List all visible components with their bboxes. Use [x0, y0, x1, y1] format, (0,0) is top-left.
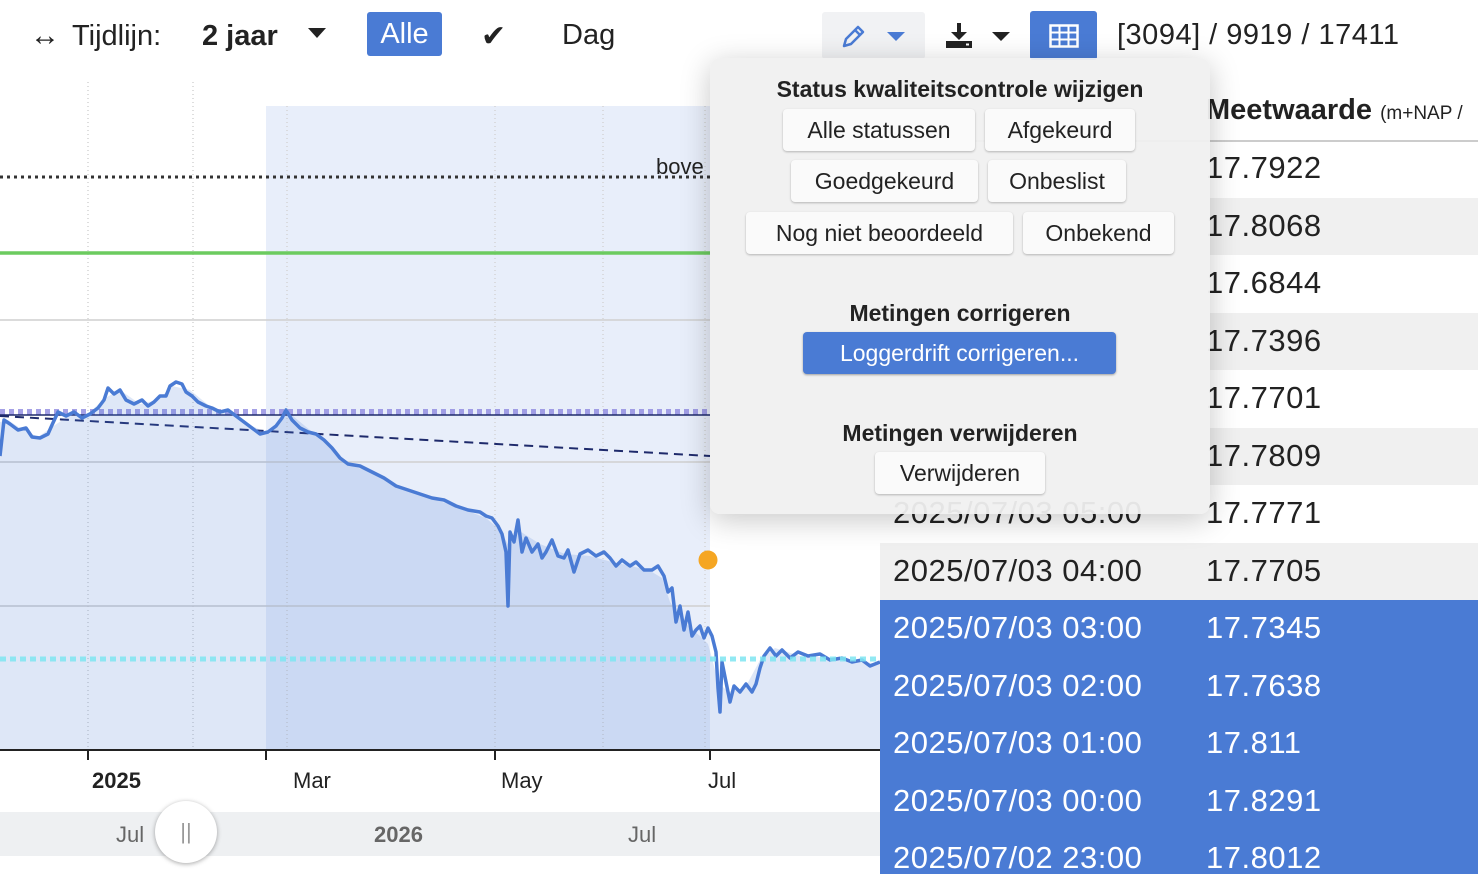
chevron-down-icon — [887, 32, 905, 41]
range-navigator[interactable] — [0, 812, 880, 856]
value-cell: 17.7809 — [1206, 437, 1322, 473]
all-statuses-button[interactable]: Alle statussen — [783, 109, 975, 151]
chart[interactable]: bove 2025 Mar May Jul — [0, 82, 880, 812]
timestamp-cell: 2025/07/03 01:00 — [893, 725, 1143, 760]
value-cell: 17.7345 — [1206, 610, 1322, 645]
timestamp-cell: 2025/07/03 03:00 — [893, 610, 1143, 645]
selection-band — [266, 106, 710, 750]
table-row[interactable]: 2025/07/03 04:00 17.7705 — [880, 542, 1478, 600]
value-cell: 17.6844 — [1206, 265, 1322, 300]
chevron-down-icon — [992, 32, 1010, 41]
table-row[interactable]: 17.6844 — [880, 255, 1478, 313]
value-cell: 17.7771 — [1206, 495, 1322, 530]
selection-counts: [3094] / 9919 / 17411 — [1117, 18, 1400, 51]
series-line — [0, 380, 880, 714]
x-tick-label: May — [501, 768, 543, 793]
x-tick-label: Jul — [708, 768, 737, 793]
logger-drift-correct-button[interactable]: Loggerdrift corrigeren... — [803, 332, 1116, 374]
status-heading: Status kwaliteitscontrole wijzigen — [776, 76, 1144, 102]
value-cell: 17.811 — [1206, 725, 1302, 760]
table-row[interactable]: 2025/07/03 01:00 17.811 — [880, 715, 1478, 773]
table-row[interactable]: 17.7701 — [880, 370, 1478, 428]
table-row[interactable]: 17.7922 — [880, 140, 1478, 198]
timeline-label: Tijdlijn: — [72, 19, 162, 52]
table-row[interactable]: 2025/07/02 23:00 17.8012 — [880, 830, 1478, 874]
timeline-range-select[interactable]: 2 jaar — [202, 19, 278, 52]
value-cell: 17.8068 — [1206, 207, 1322, 243]
trend-line — [0, 415, 711, 457]
x-tick-label: 2025 — [92, 768, 141, 793]
navigator-label: Jul — [628, 822, 657, 847]
x-tick-label: Mar — [293, 768, 331, 793]
toolbar: ↔ Tijdlijn: 2 jaar Alle ✔ Dag [3094] / 9… — [0, 0, 1478, 80]
download-dropdown-button[interactable] — [938, 12, 1018, 59]
correct-heading: Metingen corrigeren — [849, 300, 1071, 326]
value-cell: 17.7705 — [1206, 552, 1322, 588]
table-row[interactable]: 2025/07/03 00:00 17.8291 — [880, 772, 1478, 830]
edit-dropdown-menu: Status kwaliteitscontrole wijzigen Alle … — [710, 58, 1210, 514]
value-cell: 17.7922 — [1206, 150, 1322, 185]
column-unit: (m+NAP / — [1380, 103, 1463, 124]
table-toggle-button[interactable] — [1030, 11, 1097, 60]
unknown-button[interactable]: Onbekend — [1023, 212, 1174, 254]
rejected-button[interactable]: Afgekeurd — [985, 109, 1135, 151]
highlight-point — [698, 550, 718, 570]
time-series-plot[interactable] — [0, 82, 880, 812]
not-yet-assessed-button[interactable]: Nog niet beoordeeld — [746, 212, 1013, 254]
value-cell: 17.7638 — [1206, 667, 1322, 703]
timestamp-cell: 2025/07/03 00:00 — [893, 782, 1143, 818]
column-header-meetwaarde[interactable]: Meetwaarde (m+NAP / — [1206, 94, 1463, 126]
timeline-arrows-icon: ↔ — [30, 19, 60, 52]
measurement-table[interactable]: Meetwaarde (m+NAP / 17.7922 17.8068 17.6… — [880, 82, 1478, 874]
value-cell: 17.8291 — [1206, 782, 1322, 818]
edit-dropdown-button[interactable] — [822, 12, 925, 59]
value-cell: 17.8012 — [1206, 840, 1322, 874]
navigator-drag-handle[interactable]: || — [155, 801, 217, 863]
navigator-label: Jul — [116, 822, 145, 847]
approved-button[interactable]: Goedgekeurd — [791, 160, 978, 202]
threshold-label: bove — [656, 154, 704, 179]
value-cell: 17.7701 — [1206, 380, 1322, 415]
download-icon — [946, 23, 972, 48]
pencil-icon — [842, 25, 865, 48]
value-cell: 17.7396 — [1206, 322, 1322, 358]
all-button[interactable]: Alle — [367, 12, 442, 56]
navigator-label: 2026 — [374, 822, 423, 847]
checkmark-icon[interactable]: ✔ — [481, 19, 507, 53]
table-row[interactable]: 2025/07/03 02:00 17.7638 — [880, 657, 1478, 715]
timestamp-cell: 2025/07/02 23:00 — [893, 840, 1143, 874]
timestamp-cell: 2025/07/03 02:00 — [893, 667, 1143, 703]
chevron-down-icon[interactable] — [308, 28, 326, 38]
day-button[interactable]: Dag — [562, 18, 616, 51]
table-row[interactable]: 2025/07/03 03:00 17.7345 — [880, 600, 1478, 658]
undecided-button[interactable]: Onbeslist — [988, 160, 1126, 202]
delete-heading: Metingen verwijderen — [842, 420, 1078, 446]
delete-button[interactable]: Verwijderen — [875, 452, 1045, 494]
timestamp-cell: 2025/07/03 04:00 — [893, 552, 1143, 588]
table-icon — [1048, 23, 1079, 48]
